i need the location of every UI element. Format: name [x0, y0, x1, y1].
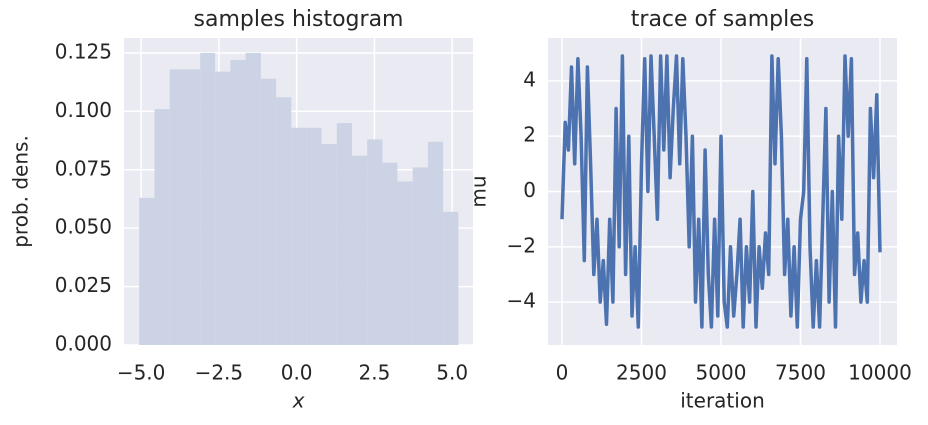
x-axis-label: x — [292, 389, 305, 413]
histogram-bar — [260, 78, 277, 346]
histogram-bar — [276, 97, 292, 345]
histogram-bar — [245, 52, 261, 345]
y-tick-label: 4 — [523, 67, 536, 91]
histogram-bar — [291, 127, 307, 346]
histogram-bar — [184, 69, 201, 345]
x-tick-label: 7500 — [775, 361, 826, 385]
x-tick-label: 0.0 — [281, 361, 313, 385]
histogram-bar — [336, 123, 353, 345]
x-tick-label: 5.0 — [436, 361, 468, 385]
x-tick-label: 0 — [556, 361, 569, 385]
subplot: 0 2500 5000 7500 10000 −4 −2 0 2 4 trace of sample… — [467, 7, 912, 413]
histogram-bar — [367, 139, 383, 345]
y-tick-label: 0.025 — [55, 273, 112, 297]
y-tick-label: −4 — [507, 289, 536, 313]
histogram-bar — [230, 59, 246, 346]
histogram-bar — [200, 52, 216, 345]
x-axis-label: iteration — [680, 389, 765, 413]
y-tick-label: 0 — [523, 178, 536, 202]
y-tick-label: 0.100 — [55, 98, 112, 122]
histogram-bar — [412, 167, 428, 345]
y-tick-label: 2 — [523, 123, 536, 147]
x-tick-label: −5.0 — [117, 361, 166, 385]
x-tick-label: 2.5 — [358, 361, 390, 385]
histogram-bar — [397, 181, 413, 345]
x-tick-label: −2.5 — [195, 361, 244, 385]
y-tick-label: 0.050 — [55, 215, 112, 239]
x-tick-label: 10000 — [848, 361, 912, 385]
histogram-bar — [139, 197, 155, 345]
histogram-bar — [443, 211, 459, 345]
histogram-bar — [169, 69, 185, 345]
histogram-bar — [427, 141, 444, 345]
trace-line — [560, 54, 882, 329]
y-axis-label: prob. dens. — [9, 135, 33, 248]
histogram-bar — [382, 162, 398, 345]
chart-title: samples histogram — [194, 7, 404, 32]
subplot: −5.0 −2.5 0.0 2.5 5.0 0.000 0.025 0.050 0.075 0.1… — [9, 7, 473, 413]
chart-title: trace of samples — [631, 7, 814, 32]
y-axis-label: mu — [467, 175, 491, 207]
histogram-bar — [306, 127, 322, 346]
y-tick-label: 0.000 — [55, 332, 112, 356]
histogram-bar — [321, 144, 337, 345]
y-tick-label: −2 — [507, 233, 536, 257]
x-tick-label: 2500 — [616, 361, 667, 385]
x-tick-label: 5000 — [696, 361, 747, 385]
y-tick-label: 0.125 — [55, 39, 112, 63]
histogram-bar — [352, 155, 368, 345]
histogram-bar — [215, 71, 231, 346]
y-tick-label: 0.075 — [55, 156, 112, 180]
histogram-bar — [154, 109, 170, 345]
